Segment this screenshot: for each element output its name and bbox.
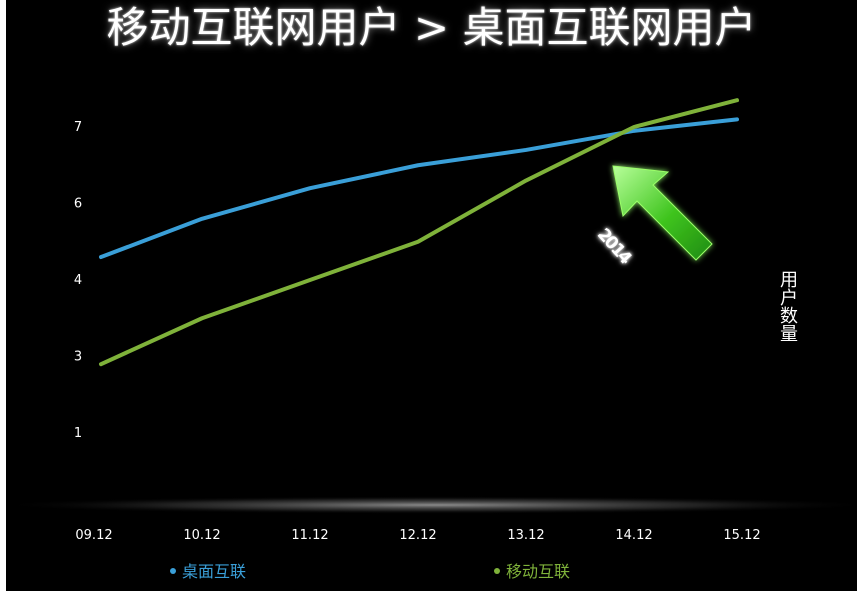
- line-chart: 1 3 4 6 7 09.12 10.12 11.12 12.12 13.12 14.12 15.1…: [6, 98, 857, 543]
- x-axis-ticks: 09.12 10.12 11.12 12.12 13.12 14.12 15.12: [75, 528, 760, 543]
- y-tick-label: 1: [74, 426, 82, 441]
- x-tick-label: 10.12: [183, 528, 220, 543]
- desktop-series-line: [99, 117, 739, 260]
- legend-marker-mobile: [494, 567, 500, 574]
- y-axis-ticks: 1 3 4 6 7: [74, 120, 82, 441]
- legend-label-mobile: 移动互联: [506, 562, 571, 581]
- x-tick-label: 14.12: [615, 528, 652, 543]
- y-tick-label: 6: [74, 197, 82, 212]
- legend-label-desktop: 桌面互联: [182, 562, 247, 581]
- x-tick-label: 13.12: [507, 528, 544, 543]
- legend-item-desktop: 桌面互联: [170, 561, 246, 583]
- y-axis-label: 用户数量: [777, 270, 798, 342]
- floor-glow: [6, 496, 857, 514]
- chart-title: 移动互联网用户 > 桌面互联网用户: [106, 3, 757, 52]
- legend-marker-desktop: [170, 567, 176, 574]
- y-tick-label: 7: [74, 120, 82, 135]
- x-tick-label: 12.12: [399, 528, 436, 543]
- x-tick-label: 09.12: [75, 528, 112, 543]
- mobile-series-line: [99, 98, 739, 367]
- legend-item-mobile: 移动互联: [494, 561, 570, 583]
- x-tick-label: 15.12: [723, 528, 760, 543]
- up-arrow-icon: [612, 165, 713, 261]
- y-tick-label: 3: [74, 350, 82, 365]
- x-tick-label: 11.12: [291, 528, 328, 543]
- series-lines: [99, 98, 739, 367]
- y-tick-label: 4: [74, 273, 82, 288]
